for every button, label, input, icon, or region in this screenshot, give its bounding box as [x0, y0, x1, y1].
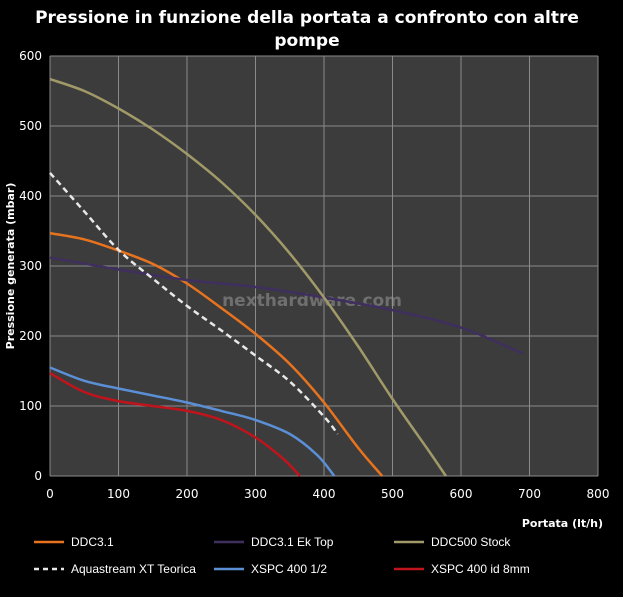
series-line-xspc-400-1-2 [49, 366, 336, 477]
x-tick-label-7: 700 [518, 487, 541, 501]
watermark: nexthardware.com [222, 291, 402, 311]
y-tick-label-4: 400 [19, 189, 42, 203]
legend-label-ddc500-stock: DDC500 Stock [431, 535, 511, 549]
x-tick-label-2: 200 [176, 487, 199, 501]
chart-title-line-1: Pressione in funzione della portata a co… [35, 8, 579, 28]
legend-label-xspc-400-1-2: XSPC 400 1/2 [251, 562, 327, 576]
x-tick-labels: 0 100 200 300 400 500 600 700 800 [46, 487, 609, 501]
y-tick-labels: 0 100 200 300 400 500 600 [19, 49, 42, 483]
y-tick-label-2: 200 [19, 329, 42, 343]
series-line-aquastream-xt-teorica [49, 172, 339, 435]
y-tick-label-6: 600 [19, 49, 42, 63]
legend-label-ddc3-1-ek-top: DDC3.1 Ek Top [251, 535, 334, 549]
chart-title-line-2: pompe [274, 31, 339, 51]
series-line-xspc-400-id-8mm [49, 372, 301, 477]
series-line-ddc500-stock [49, 77, 447, 477]
y-axis-title: Pressione generata (mbar) [4, 183, 17, 350]
series-lines [49, 77, 524, 477]
y-tick-label-5: 500 [19, 119, 42, 133]
x-tick-label-1: 100 [107, 487, 130, 501]
x-tick-label-5: 500 [381, 487, 404, 501]
legend-label-xspc-400-id-8mm: XSPC 400 id 8mm [431, 562, 530, 576]
series-line-ddc3-1 [49, 231, 384, 477]
y-tick-label-1: 100 [19, 399, 42, 413]
x-tick-label-6: 600 [450, 487, 473, 501]
legend: DDC3.1 DDC3.1 Ek Top DDC500 Stock Aquastrea… [34, 535, 530, 576]
x-tick-label-8: 800 [587, 487, 610, 501]
x-tick-label-0: 0 [46, 487, 54, 501]
legend-label-aquastream-xt-teorica: Aquastream XT Teorica [71, 562, 196, 576]
series-line-ddc3-1-ek-top [49, 256, 524, 355]
x-tick-label-4: 400 [313, 487, 336, 501]
y-tick-label-0: 0 [34, 469, 42, 483]
x-axis-title: Portata (lt/h) [522, 517, 603, 530]
grid-lines [49, 55, 599, 477]
legend-label-ddc3-1: DDC3.1 [71, 535, 114, 549]
y-tick-label-3: 300 [19, 259, 42, 273]
x-tick-label-3: 300 [244, 487, 267, 501]
